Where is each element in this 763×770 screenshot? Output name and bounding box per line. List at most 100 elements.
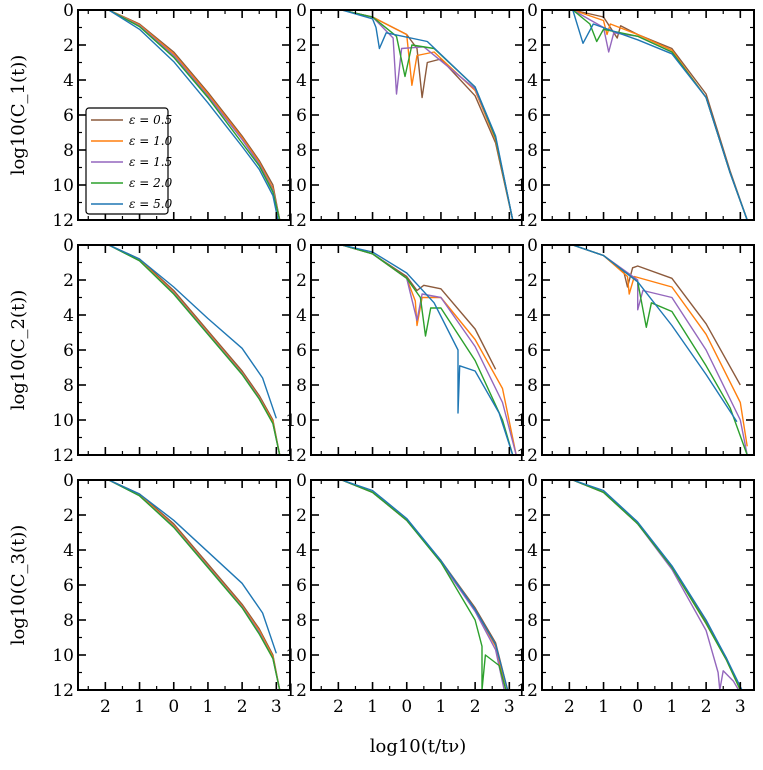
x-tick-label: 2 — [237, 697, 248, 717]
y-tick-label: 6 — [527, 106, 538, 126]
y-tick-label: 4 — [63, 306, 74, 326]
series-line-5 — [108, 479, 277, 654]
series-line-4 — [108, 9, 281, 221]
series-line-3 — [341, 479, 505, 691]
y-tick-label: 12 — [516, 446, 538, 466]
series-line-1 — [108, 479, 281, 691]
series-line-3 — [572, 479, 740, 691]
x-tick-label: 3 — [271, 697, 282, 717]
x-tick-label: 2 — [100, 697, 111, 717]
panel-r1c1: 0 2 4 6 8 10 12 — [52, 1, 291, 231]
series-line-2 — [108, 244, 281, 456]
y-tick-label: 6 — [63, 341, 74, 361]
y-tick-label: 4 — [527, 71, 538, 91]
y-tick-label: 0 — [63, 471, 74, 491]
legend-label: ε = 2.0 — [129, 176, 173, 190]
series-line-3 — [108, 9, 281, 221]
y-tick-label: 4 — [63, 71, 74, 91]
series-line-1 — [108, 244, 281, 456]
panel-r2c1: 0 2 4 6 8 10 12 — [52, 236, 291, 466]
legend-label: ε = 5.0 — [129, 197, 173, 211]
x-tick-label: 0 — [401, 697, 412, 717]
y-tick-label: 2 — [527, 36, 538, 56]
y-tick-label: 6 — [296, 576, 307, 596]
series-line-5 — [341, 244, 514, 456]
panel-r1c3: 0 2 4 6 8 10 12 — [516, 1, 755, 231]
series-line-4 — [341, 479, 507, 691]
panel-frame — [77, 244, 291, 456]
series-line-5 — [572, 244, 738, 423]
series-line-4 — [108, 479, 281, 691]
y-tick-label: 8 — [527, 141, 538, 161]
x-tick-label: 3 — [735, 697, 746, 717]
y-tick-label: 12 — [516, 211, 538, 231]
y-tick-label: 12 — [516, 681, 538, 701]
series-line-2 — [572, 9, 748, 221]
y-tick-label: 10 — [52, 646, 74, 666]
panel-frame — [541, 479, 755, 691]
x-tick-label: 1 — [436, 697, 447, 717]
series-line-5 — [108, 9, 279, 221]
series-line-2 — [572, 479, 741, 691]
y-tick-label: 0 — [296, 236, 307, 256]
panel-frame — [77, 479, 291, 691]
series-line-3 — [572, 9, 748, 221]
x-tick-label: 1 — [203, 697, 214, 717]
x-axis-label: log10(t/tν) — [370, 736, 467, 757]
series-line-3 — [108, 244, 281, 456]
series-line-5 — [341, 479, 509, 691]
y-tick-label: 0 — [527, 1, 538, 21]
y-tick-label: 10 — [516, 646, 538, 666]
y-tick-label: 4 — [296, 71, 307, 91]
panel-frame — [310, 479, 524, 691]
y-tick-label: 4 — [527, 306, 538, 326]
legend-box — [85, 107, 169, 215]
y-tick-label: 2 — [527, 271, 538, 291]
legend-label: ε = 0.5 — [129, 113, 172, 127]
x-tick-label: 1 — [667, 697, 678, 717]
panel-frame — [541, 244, 755, 456]
y-tick-label: 10 — [285, 411, 307, 431]
y-tick-label: 6 — [63, 576, 74, 596]
series-line-1 — [572, 479, 741, 691]
y-tick-label: 6 — [296, 341, 307, 361]
series-line-4 — [108, 244, 281, 456]
y-tick-label: 0 — [527, 471, 538, 491]
y-tick-label: 0 — [63, 1, 74, 21]
legend: ε = 0.5 ε = 1.0 ε = 1.5 ε = 2.0 ε = 5.0 — [85, 107, 173, 215]
series-line-3 — [108, 479, 281, 691]
legend-label: ε = 1.5 — [129, 155, 172, 169]
x-tick-label: 0 — [632, 697, 643, 717]
y-tick-label: 8 — [296, 611, 307, 631]
y-tick-label: 2 — [63, 36, 74, 56]
x-tick-label: 2 — [470, 697, 481, 717]
y-tick-label: 8 — [527, 376, 538, 396]
y-tick-label: 8 — [527, 611, 538, 631]
series-line-1 — [341, 244, 497, 370]
y-tick-label: 10 — [52, 176, 74, 196]
y-tick-label: 6 — [296, 106, 307, 126]
series-line-2 — [341, 479, 507, 691]
x-tick-label: 0 — [168, 697, 179, 717]
y-tick-label: 12 — [52, 446, 74, 466]
y-tick-label: 12 — [52, 211, 74, 231]
y-tick-label: 4 — [527, 541, 538, 561]
y-tick-label: 8 — [63, 141, 74, 161]
series-line-1 — [572, 9, 748, 221]
series-line-1 — [108, 9, 281, 221]
x-tick-label: 2 — [701, 697, 712, 717]
y-tick-label: 10 — [285, 646, 307, 666]
y-tick-label: 4 — [63, 541, 74, 561]
x-tick-label: 1 — [367, 697, 378, 717]
y-tick-label: 2 — [527, 506, 538, 526]
x-tick-label: 3 — [504, 697, 515, 717]
y-tick-label: 12 — [52, 681, 74, 701]
series-line-5 — [108, 244, 277, 419]
y-tick-label: 12 — [285, 681, 307, 701]
y-tick-label: 6 — [63, 106, 74, 126]
y-tick-label: 8 — [296, 141, 307, 161]
y-axis-label-row-1: log10(C_1(t)) — [8, 55, 29, 176]
